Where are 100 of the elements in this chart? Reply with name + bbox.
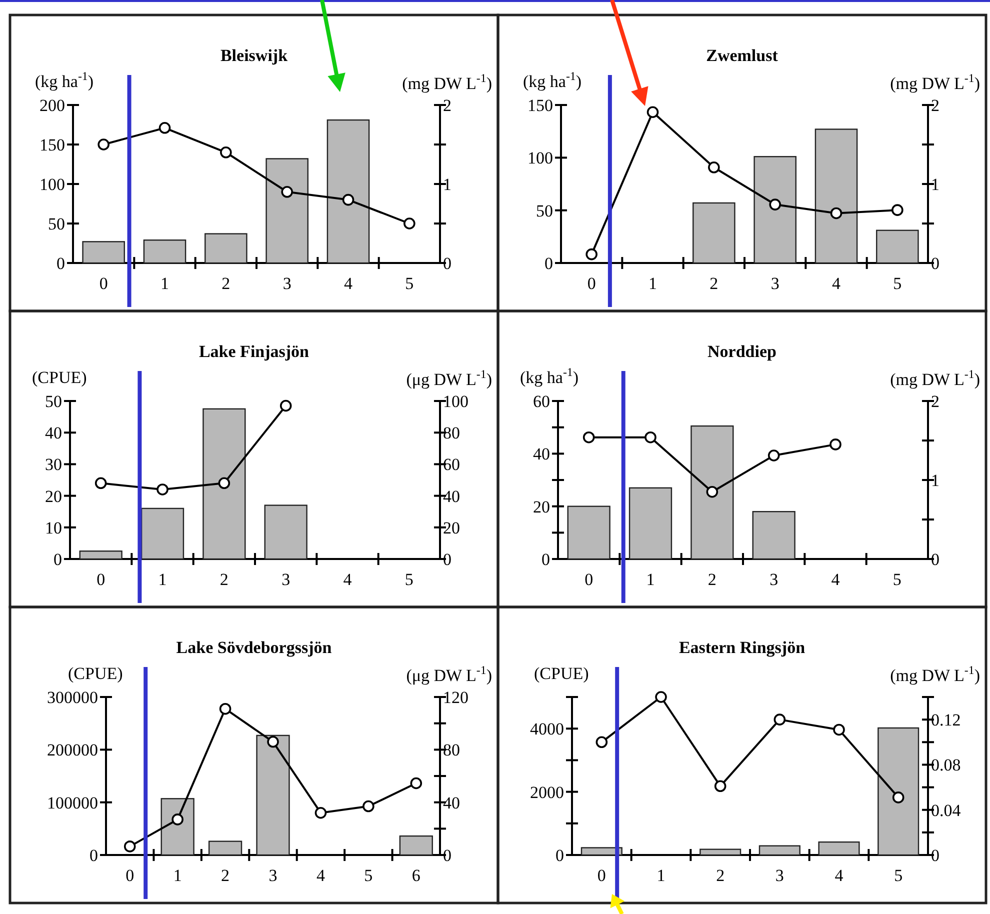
- y2-tick-label: 60: [443, 455, 460, 474]
- x-tick-label: 3: [770, 570, 778, 589]
- x-tick-label: 2: [222, 274, 230, 293]
- point: [314, 806, 327, 819]
- point: [830, 207, 842, 220]
- x-tick-label: 4: [832, 274, 841, 293]
- chart-title: Bleiswijk: [220, 46, 288, 65]
- y2-tick-label: 1: [931, 174, 940, 194]
- y-axis-title: (CPUE): [68, 664, 123, 683]
- y2-axis-title: (μg DW L$^{-1}$): [406, 367, 492, 389]
- x-tick-label: 0: [126, 866, 134, 885]
- y-tick-label: 10: [45, 518, 62, 538]
- point: [362, 800, 374, 812]
- bar: [143, 239, 186, 264]
- point: [706, 486, 718, 498]
- y-tick-label: 100: [40, 174, 65, 194]
- x-tick-label: 2: [716, 866, 725, 885]
- point: [267, 736, 279, 748]
- bar: [266, 158, 308, 264]
- chart-title: Lake Sövdeborgssjön: [176, 638, 332, 657]
- x-tick-label: 4: [343, 570, 352, 589]
- bar: [326, 119, 370, 264]
- bar: [876, 230, 919, 264]
- x-tick-label: 5: [894, 866, 903, 885]
- y2-axis-title: (mg DW L$^{-1}$): [890, 367, 980, 389]
- point: [714, 780, 726, 792]
- y-axis-title: (kg ha$^{-1}$): [520, 365, 579, 387]
- point: [596, 736, 608, 748]
- y-tick-label: 20: [533, 497, 550, 516]
- bar: [567, 506, 610, 560]
- y-tick-label: 100000: [47, 793, 98, 812]
- x-tick-label: 3: [775, 866, 784, 885]
- y2-tick-label: 2: [443, 96, 452, 115]
- bar: [818, 841, 860, 856]
- y-tick-label: 4000: [530, 720, 564, 739]
- point: [156, 484, 168, 496]
- bar: [79, 550, 122, 560]
- y-tick-label: 2000: [530, 782, 564, 802]
- chart-title: Lake Finjasjön: [198, 342, 310, 361]
- bar: [82, 241, 125, 264]
- y-axis-title: (CPUE): [32, 368, 87, 387]
- x-tick-label: 2: [220, 570, 228, 589]
- point: [220, 146, 232, 158]
- point: [833, 724, 845, 736]
- point: [655, 691, 667, 703]
- bar: [690, 425, 734, 560]
- bar: [758, 845, 800, 856]
- x-tick-label: 5: [404, 570, 414, 589]
- y-tick-label: 0: [544, 254, 553, 273]
- x-tick-label: 1: [160, 274, 169, 293]
- chart-title: Eastern Ringsjön: [678, 638, 806, 657]
- y-tick-label: 50: [45, 392, 62, 411]
- y-tick-label: 20: [45, 486, 62, 506]
- bar: [878, 727, 920, 856]
- chart-title: Norddiep: [708, 342, 776, 361]
- y-tick-label: 200000: [47, 740, 98, 760]
- bar: [814, 128, 858, 264]
- chart-title: Zwemlust: [706, 46, 778, 65]
- y-axis-title: (kg ha$^{-1}$): [523, 69, 582, 91]
- y2-tick-label: 0.04: [931, 800, 962, 820]
- y-tick-label: 0: [542, 550, 550, 569]
- x-tick-label: 1: [173, 866, 182, 885]
- bar: [160, 798, 194, 856]
- x-tick-label: 4: [316, 866, 326, 885]
- point: [892, 792, 904, 804]
- y-tick-label: 40: [533, 444, 550, 464]
- x-tick-label: 3: [282, 274, 292, 293]
- y2-axis-title: (mg DW L$^{-1}$): [402, 71, 492, 93]
- y-tick-label: 300000: [47, 688, 98, 707]
- bar: [208, 840, 242, 856]
- x-tick-label: 1: [648, 274, 657, 293]
- y-tick-label: 150: [528, 96, 553, 115]
- y-tick-label: 0: [54, 550, 62, 569]
- point: [892, 204, 904, 216]
- x-tick-label: 1: [158, 570, 167, 589]
- point: [98, 138, 110, 150]
- y-axis-title: (CPUE): [534, 664, 589, 683]
- point: [708, 162, 720, 174]
- point: [410, 777, 422, 790]
- x-tick-label: 4: [344, 274, 353, 293]
- y2-tick-label: 20: [443, 518, 460, 538]
- bar: [580, 847, 622, 856]
- point: [94, 477, 107, 490]
- x-tick-label: 3: [282, 570, 290, 589]
- point: [586, 248, 598, 260]
- bar: [754, 156, 796, 264]
- bar: [204, 233, 248, 264]
- y2-axis-title: (mg DW L$^{-1}$): [890, 71, 980, 93]
- y-tick-label: 0: [90, 846, 98, 865]
- point: [124, 840, 136, 852]
- bar: [256, 734, 290, 856]
- point: [774, 714, 786, 726]
- bar: [202, 408, 246, 560]
- y-tick-label: 200: [40, 96, 65, 115]
- bar: [399, 835, 433, 856]
- x-tick-label: 4: [831, 570, 840, 589]
- y2-axis-title: (μg DW L$^{-1}$): [406, 663, 492, 685]
- y-tick-label: 0: [56, 254, 65, 273]
- x-tick-label: 5: [893, 274, 902, 293]
- x-tick-label: 0: [597, 866, 606, 885]
